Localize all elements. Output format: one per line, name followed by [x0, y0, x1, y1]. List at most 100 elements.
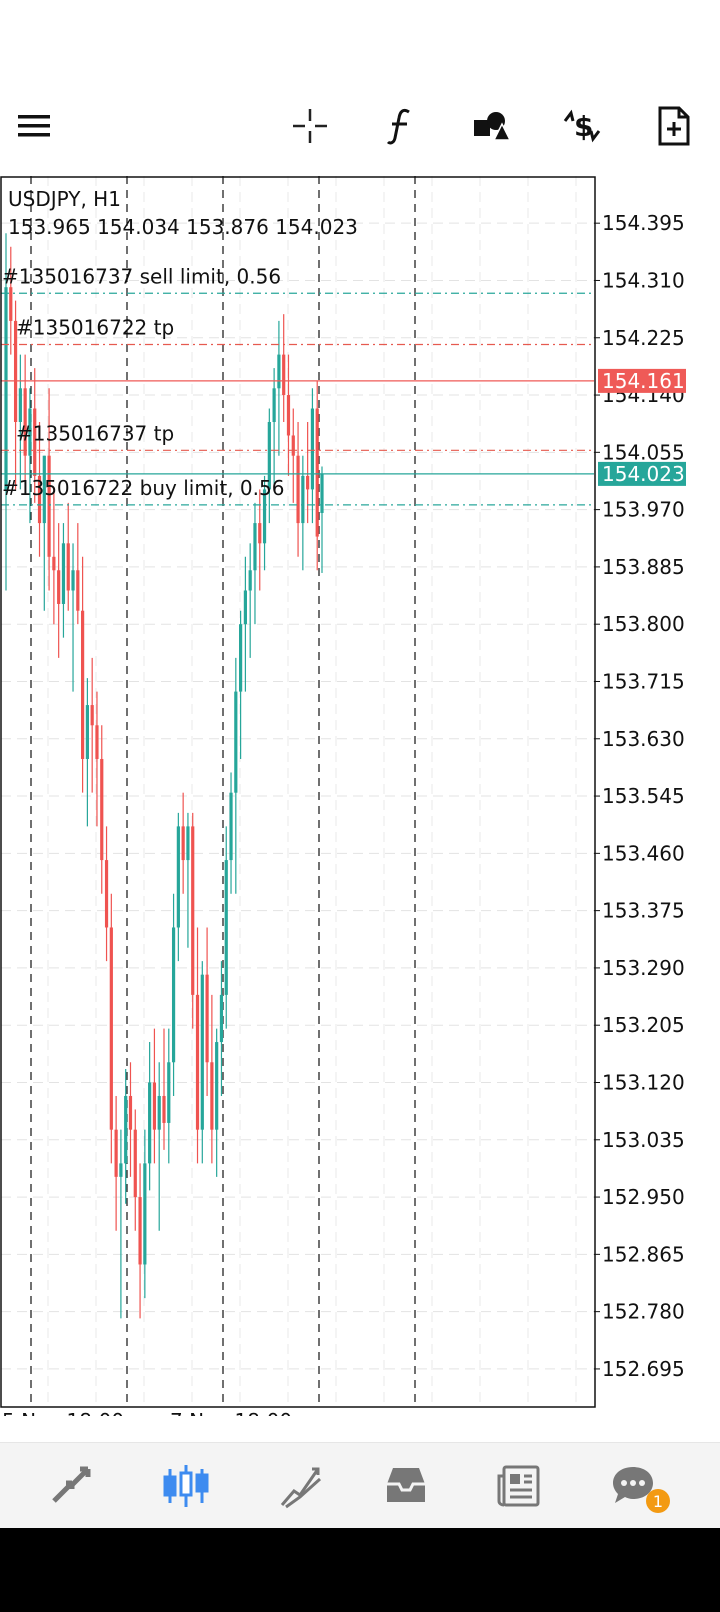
candle-body: [181, 826, 185, 861]
messages-badge: 1: [646, 1489, 670, 1513]
crosshair-icon[interactable]: [282, 95, 338, 157]
price-tag-label: 154.161: [602, 369, 685, 393]
candle-body: [128, 1095, 133, 1130]
candle-body: [61, 543, 66, 604]
shapes-icon[interactable]: [464, 95, 520, 157]
candle-body: [277, 354, 281, 389]
candle-body: [104, 860, 109, 928]
candle-body: [47, 455, 51, 557]
candle-body: [13, 320, 18, 422]
y-tick-label: 153.800: [602, 612, 685, 636]
candle-body: [239, 624, 243, 692]
system-bar: [0, 1528, 720, 1612]
bottom-nav: 1: [0, 1442, 720, 1529]
order-line-label[interactable]: #135016737 sell limit, 0.56: [2, 264, 281, 288]
y-tick-label: 152.780: [602, 1300, 685, 1324]
candle-body: [124, 1095, 128, 1164]
y-tick-label: 153.035: [602, 1128, 685, 1152]
candle-body: [23, 388, 27, 456]
y-tick-label: 153.375: [602, 899, 685, 923]
price-tag-label: 154.023: [602, 462, 685, 486]
candle-body: [291, 435, 295, 456]
candle-body: [296, 455, 300, 524]
y-tick-label: 152.695: [602, 1357, 685, 1381]
y-tick-label: 154.055: [602, 440, 685, 464]
candle-body: [243, 590, 247, 625]
trade-dollar-icon[interactable]: $: [554, 95, 610, 157]
candle-body: [262, 489, 267, 544]
x-tick-label: 7 Nov 18:00: [170, 1409, 292, 1416]
price-chart[interactable]: #135016737 sell limit, 0.56 #135016722 tp…: [0, 176, 720, 1433]
y-tick-label: 154.225: [602, 326, 685, 350]
candle-body: [138, 1197, 142, 1265]
candle-body: [42, 455, 46, 524]
candle-body: [306, 475, 310, 490]
candle-body: [267, 422, 271, 490]
candle-body: [152, 1082, 157, 1130]
candle-body: [191, 826, 195, 995]
candle-body: [18, 388, 22, 422]
candle-body: [33, 408, 37, 476]
candle-body: [310, 408, 315, 490]
candle-body: [37, 475, 42, 524]
candle-body: [282, 354, 286, 396]
candle-body: [95, 725, 99, 759]
messages-icon[interactable]: 1: [588, 1443, 678, 1529]
candle-body: [234, 691, 238, 793]
chart-border: [0, 176, 596, 1408]
y-tick-label: 153.460: [602, 841, 685, 865]
candle-body: [215, 1042, 219, 1130]
order-line-label[interactable]: #135016722 tp: [16, 315, 174, 339]
news-icon[interactable]: [474, 1443, 564, 1529]
y-tick-label: 152.865: [602, 1242, 685, 1266]
candle-body: [76, 570, 80, 611]
candle-body: [157, 1095, 161, 1130]
svg-text:$: $: [574, 110, 593, 143]
y-tick-label: 153.205: [602, 1013, 685, 1037]
candle-body: [114, 1129, 118, 1177]
history-icon[interactable]: [361, 1443, 451, 1529]
chart-icon[interactable]: [141, 1443, 231, 1529]
top-toolbar: $: [0, 95, 720, 157]
candle-body: [57, 570, 61, 604]
candle-body: [248, 570, 252, 591]
trade-icon[interactable]: [256, 1443, 346, 1529]
chart-canvas[interactable]: #135016737 sell limit, 0.56 #135016722 tp…: [0, 176, 720, 1433]
candle-body: [109, 927, 113, 1130]
y-tick-label: 153.290: [602, 956, 685, 980]
y-tick-label: 153.715: [602, 669, 685, 693]
candle-body: [9, 287, 13, 321]
candle-body: [195, 994, 200, 1130]
candle-body: [315, 408, 319, 537]
candle-body: [200, 974, 204, 1130]
candle-body: [85, 705, 89, 759]
menu-icon[interactable]: [6, 95, 62, 157]
new-order-icon[interactable]: [646, 95, 702, 157]
y-tick-label: 153.120: [602, 1070, 685, 1094]
candle-body: [286, 395, 291, 436]
candle-body: [100, 758, 104, 861]
candle-body: [133, 1129, 137, 1198]
chart-symbol: USDJPY, H1: [8, 187, 121, 211]
candle-body: [253, 523, 257, 571]
candle-body: [71, 570, 75, 591]
y-tick-label: 154.395: [602, 211, 685, 235]
candle-body: [28, 408, 32, 456]
function-icon[interactable]: [372, 95, 428, 157]
price-tag-bg: [598, 461, 686, 486]
candle-body: [90, 705, 94, 726]
candle-body: [301, 475, 305, 524]
x-tick-label: 5 Nov 18:00: [2, 1409, 124, 1416]
quotes-icon[interactable]: [26, 1443, 116, 1529]
price-tag-bg: [598, 368, 686, 393]
candle-body: [52, 556, 56, 571]
order-line-label[interactable]: #135016737 tp: [16, 421, 174, 445]
candle-body: [66, 543, 70, 591]
candle-body: [148, 1082, 152, 1164]
candle-body: [176, 826, 180, 928]
candle-body: [162, 1095, 166, 1123]
order-line-label[interactable]: #135016722 buy limit, 0.56: [2, 476, 284, 500]
candle-body: [205, 974, 209, 1063]
candle-body: [272, 388, 276, 422]
y-tick-label: 153.970: [602, 498, 685, 522]
